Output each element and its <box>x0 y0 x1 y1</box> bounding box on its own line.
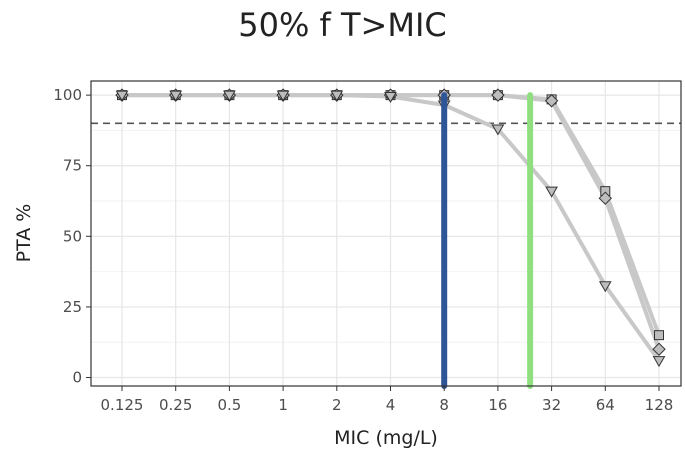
vertical-markers <box>441 92 534 389</box>
series-layer <box>115 88 666 368</box>
plot-panel-border <box>90 80 682 387</box>
data-point-triangle <box>545 186 558 198</box>
data-point-diamond <box>598 191 613 205</box>
x-tick-label: 4 <box>386 396 396 414</box>
x-tick-label: 0.125 <box>101 396 144 414</box>
data-point-triangle <box>652 356 666 368</box>
x-tick-label: 128 <box>645 396 674 414</box>
data-point-triangle <box>598 281 612 293</box>
x-tick-label: 32 <box>542 396 561 414</box>
data-point-square <box>654 330 664 341</box>
y-tick-label: 100 <box>53 86 82 104</box>
x-tick-label: 8 <box>439 396 449 414</box>
x-tick-label: 16 <box>488 396 507 414</box>
x-tick-label: 2 <box>332 396 342 414</box>
data-point-triangle <box>384 92 397 104</box>
data-point-triangle <box>169 90 183 102</box>
y-tick-label: 50 <box>63 227 82 245</box>
x-tick-label: 0.25 <box>159 396 192 414</box>
y-tick-label: 75 <box>63 157 82 175</box>
y-tick-label: 0 <box>72 369 82 387</box>
x-axis-title: MIC (mg/L) <box>334 427 438 449</box>
axis-layer: 0 25 50 75 100 0.125 0.25 0.5 1 2 4 8 16 32 64 128 <box>53 86 673 414</box>
data-point-triangle <box>223 90 236 102</box>
data-point-diamond <box>491 88 505 102</box>
data-point-triangle <box>491 124 505 136</box>
grid-layer <box>91 81 681 386</box>
data-point-diamond <box>652 342 666 356</box>
data-point-diamond <box>544 94 559 108</box>
x-tick-label: 1 <box>278 396 288 414</box>
data-point-triangle <box>330 90 344 102</box>
x-tick-label: 0.5 <box>217 396 241 414</box>
chart-title: 50% f T>MIC <box>238 6 447 44</box>
data-point-triangle <box>115 90 129 102</box>
x-tick-label: 64 <box>596 396 615 414</box>
y-axis-title: PTA % <box>13 204 35 263</box>
y-tick-label: 25 <box>63 298 82 316</box>
data-point-triangle <box>276 90 290 102</box>
